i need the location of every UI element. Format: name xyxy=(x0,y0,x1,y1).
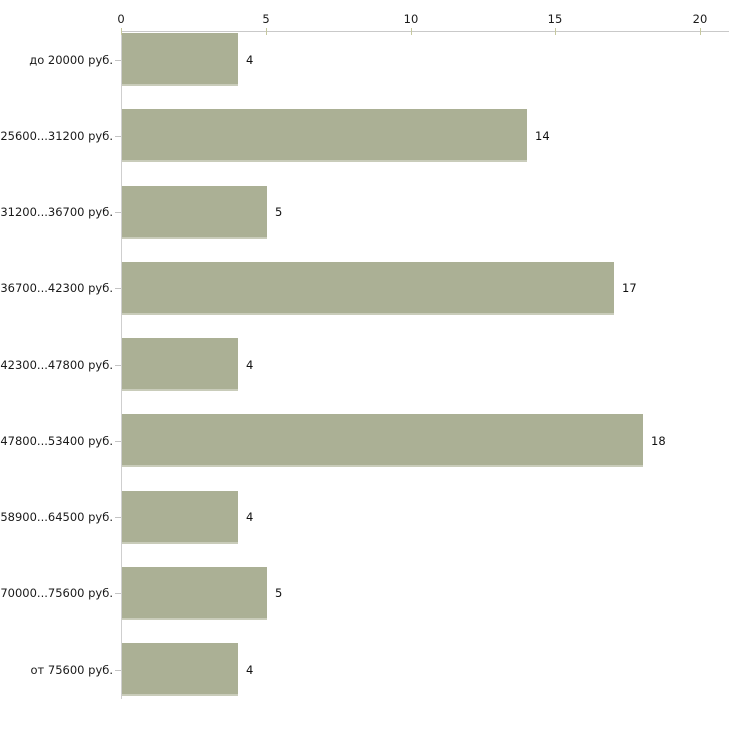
category-axis-tick xyxy=(115,60,121,61)
bar xyxy=(122,643,238,696)
category-label: 70000...75600 руб. xyxy=(0,586,113,600)
category-label: до 20000 руб. xyxy=(29,53,113,67)
bar-value-label: 5 xyxy=(275,205,283,219)
category-axis-tick xyxy=(115,670,121,671)
category-label: 25600...31200 руб. xyxy=(0,129,113,143)
bar xyxy=(122,33,238,86)
category-axis-tick xyxy=(115,441,121,442)
category-axis-tick xyxy=(115,288,121,289)
bar xyxy=(122,338,238,391)
x-axis-tick-label: 20 xyxy=(692,12,708,26)
x-axis-tick-label: 5 xyxy=(262,12,270,26)
bar-value-label: 4 xyxy=(246,358,254,372)
bar-value-label: 18 xyxy=(651,434,666,448)
bar xyxy=(122,109,527,162)
category-label: 31200...36700 руб. xyxy=(0,205,113,219)
bar xyxy=(122,491,238,544)
bar xyxy=(122,186,267,239)
bar-value-label: 14 xyxy=(535,129,550,143)
category-axis-tick xyxy=(115,365,121,366)
x-axis-tick xyxy=(555,28,556,35)
y-axis xyxy=(121,31,122,699)
x-axis-tick-label: 10 xyxy=(403,12,419,26)
category-axis-tick xyxy=(115,136,121,137)
bar-value-label: 4 xyxy=(246,53,254,67)
category-axis-tick xyxy=(115,212,121,213)
x-axis-tick xyxy=(411,28,412,35)
bar-value-label: 5 xyxy=(275,586,283,600)
category-label: 42300...47800 руб. xyxy=(0,358,113,372)
category-label: 47800...53400 руб. xyxy=(0,434,113,448)
x-axis-tick xyxy=(121,28,122,35)
x-axis-tick xyxy=(700,28,701,35)
category-axis-tick xyxy=(115,593,121,594)
bar xyxy=(122,262,614,315)
category-label: от 75600 руб. xyxy=(30,663,113,677)
bar xyxy=(122,567,267,620)
bar-value-label: 17 xyxy=(622,281,637,295)
x-axis-tick-label: 15 xyxy=(547,12,563,26)
x-axis xyxy=(121,31,729,32)
bar-value-label: 4 xyxy=(246,510,254,524)
x-axis-tick-label: 0 xyxy=(117,12,125,26)
x-axis-tick xyxy=(266,28,267,35)
category-axis-tick xyxy=(115,517,121,518)
bar xyxy=(122,414,643,467)
category-label: 36700...42300 руб. xyxy=(0,281,113,295)
bar-value-label: 4 xyxy=(246,663,254,677)
category-label: 58900...64500 руб. xyxy=(0,510,113,524)
